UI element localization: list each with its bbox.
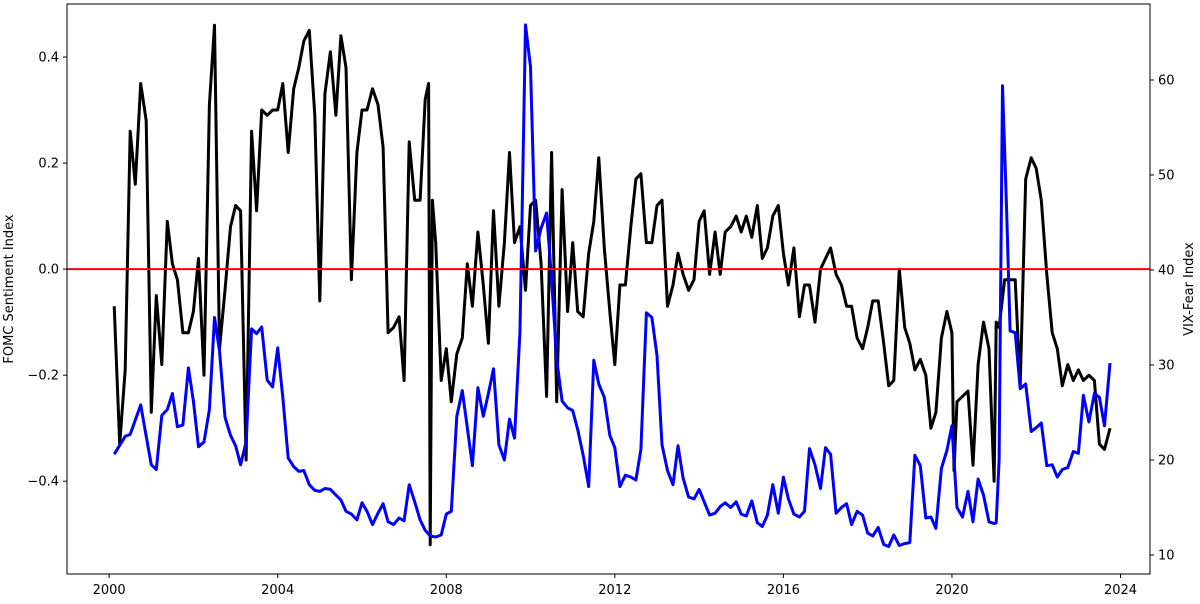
- y2-axis-label: VIX-Fear Index: [1182, 242, 1197, 336]
- y-tick-label: 0.4: [38, 51, 59, 66]
- fomc-sentiment-line: [112, 23, 1112, 547]
- x-tick-label: 2004: [261, 583, 294, 598]
- plot-frame: [66, 3, 1151, 575]
- y-tick-label: 0.0: [38, 263, 59, 278]
- x-tick-label: 2020: [935, 583, 968, 598]
- y-tick-label: −0.4: [27, 475, 59, 490]
- y2-tick-label: 50: [1158, 169, 1175, 184]
- y2-tick-label: 20: [1158, 454, 1175, 469]
- y-tick-label: −0.2: [27, 369, 59, 384]
- y2-tick-label: 10: [1158, 549, 1175, 564]
- x-tick-label: 2000: [93, 583, 126, 598]
- y-axis-label: FOMC Sentiment Index: [2, 214, 17, 364]
- y-tick-label: 0.2: [38, 157, 59, 172]
- x-tick-label: 2012: [598, 583, 631, 598]
- x-tick-label: 2024: [1104, 583, 1137, 598]
- x-tick-label: 2008: [430, 583, 463, 598]
- y2-tick-label: 60: [1158, 74, 1175, 89]
- y2-tick-label: 30: [1158, 359, 1175, 374]
- vix-fear-line: [112, 23, 1112, 548]
- y2-tick-label: 40: [1158, 264, 1175, 279]
- plot-marks: [67, 23, 1150, 548]
- x-tick-label: 2016: [767, 583, 800, 598]
- axis-ticks: 2000 2004 2008 2012 2016 2020 2024 −0.4 −0.2 0.0 0…: [27, 51, 1174, 598]
